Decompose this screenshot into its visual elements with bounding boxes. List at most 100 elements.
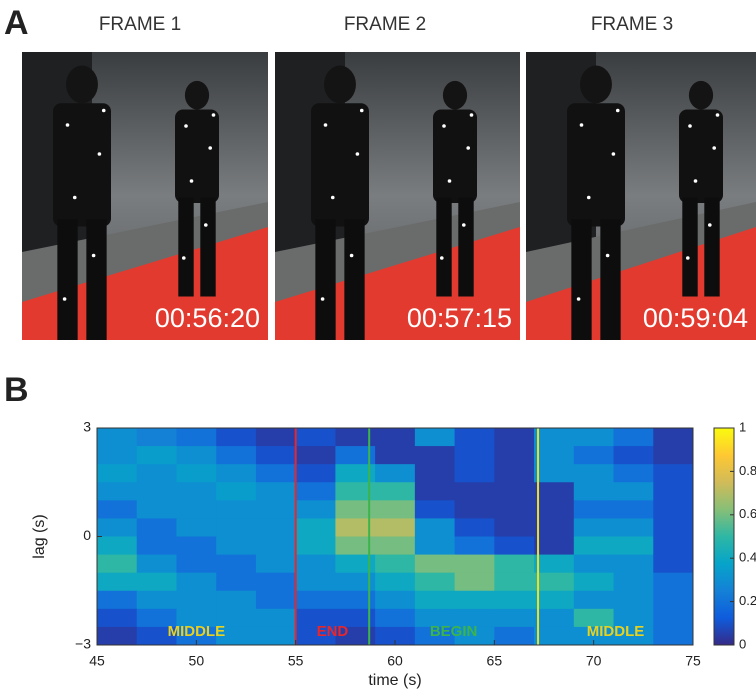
colorbar-tick-label: 0.6 [739, 506, 756, 521]
marker-dot [356, 152, 360, 156]
heat-cell [375, 518, 415, 537]
heat-cell [494, 537, 534, 556]
heat-cell [614, 518, 654, 537]
heat-cell [574, 464, 614, 483]
heat-cell [455, 428, 495, 447]
marker-dot [212, 113, 216, 117]
marker-dot [321, 297, 325, 301]
heat-cell [296, 500, 336, 519]
marker-dot [448, 179, 452, 183]
marker-dot [686, 256, 690, 260]
heat-cell [534, 537, 574, 556]
heat-cell [415, 537, 455, 556]
heat-cell [614, 555, 654, 574]
person-leg [344, 219, 364, 350]
heat-cell [375, 464, 415, 483]
heat-cell [574, 500, 614, 519]
heat-cell [137, 500, 177, 519]
heat-cell [614, 591, 654, 610]
heat-cell [296, 482, 336, 501]
heat-cell [137, 428, 177, 447]
heat-cell [216, 446, 256, 465]
x-tick-label: 45 [89, 653, 105, 669]
colorbar-tick-label: 0.4 [739, 550, 756, 565]
marker-dot [66, 123, 70, 127]
panel-label: B [4, 371, 29, 409]
person-leg [315, 219, 335, 350]
person-head [66, 66, 98, 104]
heat-cell [653, 537, 693, 556]
heat-cell [415, 555, 455, 574]
heat-cell [494, 573, 534, 592]
y-tick-label: −3 [75, 636, 91, 652]
heat-cell [216, 464, 256, 483]
heat-cell [574, 573, 614, 592]
heat-cell [176, 464, 216, 483]
heat-cell [256, 627, 296, 646]
marker-dot [73, 196, 77, 200]
heat-cell [256, 482, 296, 501]
heat-cell [534, 555, 574, 574]
heat-cell [455, 518, 495, 537]
person-leg [200, 198, 215, 297]
heat-cell [176, 537, 216, 556]
heat-cell [176, 428, 216, 447]
marker-dot [616, 109, 620, 113]
heat-cell [455, 446, 495, 465]
heat-cell [455, 500, 495, 519]
heat-cell [574, 591, 614, 610]
person-head [324, 66, 356, 104]
panel-label: A [4, 4, 29, 42]
heat-cell [614, 500, 654, 519]
marker-dot [612, 152, 616, 156]
heat-cell [653, 627, 693, 646]
heat-cell [375, 428, 415, 447]
heat-cell [256, 609, 296, 628]
heat-cell [653, 555, 693, 574]
heat-cell [455, 555, 495, 574]
y-tick-label: 0 [83, 527, 91, 543]
heat-cell [216, 537, 256, 556]
heat-cell [375, 537, 415, 556]
heat-cell [534, 500, 574, 519]
timestamp: 00:57:15 [407, 303, 512, 333]
heat-cell [97, 482, 137, 501]
heat-cell [653, 428, 693, 447]
x-tick-label: 60 [387, 653, 403, 669]
marker-dot [204, 223, 208, 227]
heat-cell [574, 518, 614, 537]
x-tick-label: 55 [288, 653, 304, 669]
heat-cell [256, 537, 296, 556]
heat-cell [415, 591, 455, 610]
heat-cell [137, 573, 177, 592]
person-head [443, 81, 467, 110]
heat-cell [415, 428, 455, 447]
marker-dot [688, 124, 692, 128]
heat-cell [614, 482, 654, 501]
heat-cell [614, 446, 654, 465]
heat-cell [176, 555, 216, 574]
marker-dot [716, 113, 720, 117]
person-leg [86, 219, 106, 350]
marker-dot [442, 124, 446, 128]
marker-dot [92, 254, 96, 258]
heat-cell [216, 482, 256, 501]
x-tick-label: 65 [487, 653, 503, 669]
heat-cell [216, 500, 256, 519]
heat-cell [653, 591, 693, 610]
colorbar-tick-label: 1 [739, 419, 746, 434]
person-leg [600, 219, 620, 350]
heat-cell [574, 555, 614, 574]
heat-cell [455, 464, 495, 483]
marker-dot [466, 146, 470, 150]
heat-cell [494, 518, 534, 537]
marker-dot [63, 297, 67, 301]
marker-dot [712, 146, 716, 150]
heat-cell [494, 500, 534, 519]
heat-cell [614, 573, 654, 592]
segment-label: BEGIN [430, 623, 478, 640]
heat-cell [653, 609, 693, 628]
heat-cell [574, 446, 614, 465]
heat-cell [375, 609, 415, 628]
heat-cell [415, 500, 455, 519]
